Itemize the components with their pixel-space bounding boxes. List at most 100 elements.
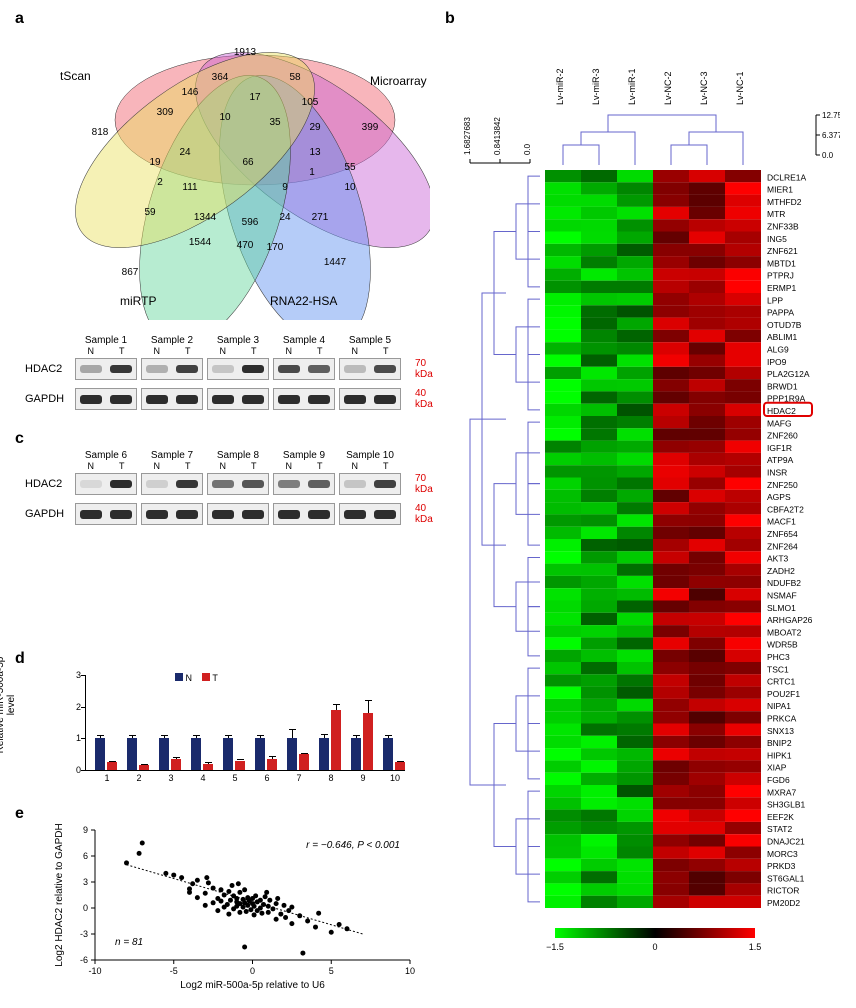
venn-svg: miRandaMicroarrayRNA22-HSAmiRTPTargetSca… — [60, 20, 430, 320]
venn-count: 146 — [182, 87, 199, 98]
sample-header: Sample 6 — [75, 450, 137, 461]
venn-count: 24 — [279, 212, 291, 223]
western-blot-set-1: Sample 1Sample 2Sample 3Sample 4Sample 5… — [25, 335, 425, 410]
panel-c-label: c — [15, 430, 24, 448]
svg-text:0: 0 — [83, 903, 88, 913]
venn-count: 10 — [219, 112, 231, 123]
heatmap-gene-label: AGPS — [767, 492, 791, 502]
blot-lane-box — [273, 473, 335, 495]
venn-count: 58 — [289, 72, 301, 83]
heatmap-gene-label: INSR — [767, 468, 787, 478]
venn-count: 19 — [149, 157, 161, 168]
bar-N — [351, 738, 361, 770]
bar-legend: N T — [175, 673, 218, 683]
heatmap-gene-label: MIER1 — [767, 185, 793, 195]
heatmap-gene-label: ALG9 — [767, 345, 789, 355]
heatmap-gene-label: ZNF250 — [767, 480, 798, 490]
venn-count: 271 — [312, 212, 329, 223]
blot-lane-box — [273, 388, 335, 410]
heatmap-gene-label: BNIP2 — [767, 738, 792, 748]
heatmap-gene-label: PRKD3 — [767, 861, 796, 871]
heatmap-gene-label: MXRA7 — [767, 787, 797, 797]
venn-count: 9 — [282, 182, 288, 193]
blot-lane-box — [75, 388, 137, 410]
venn-set-label: RNA22-HSA — [270, 294, 337, 308]
venn-count: 2 — [157, 177, 163, 188]
heatmap-gene-label: MBOAT2 — [767, 627, 802, 637]
venn-count: 867 — [122, 267, 139, 278]
blot-row-label: GAPDH — [25, 508, 75, 520]
blot-lane-box — [141, 388, 203, 410]
heatmap-gene-label: SH3GLB1 — [767, 800, 806, 810]
bar-N — [223, 738, 233, 770]
blot-lane-box — [339, 473, 401, 495]
heatmap-gene-label: HIPK1 — [767, 750, 792, 760]
heatmap-gene-label: ING5 — [767, 234, 787, 244]
heatmap-gene-label: PHC3 — [767, 652, 790, 662]
bar-T — [395, 762, 405, 770]
venn-count: 1447 — [324, 257, 347, 268]
heatmap-gene-label: ABLIM1 — [767, 332, 798, 342]
lane-label: T — [383, 461, 389, 471]
venn-set-label: TargetScan — [60, 69, 91, 83]
heatmap-gene-label: TSC1 — [767, 664, 789, 674]
sample-header: Sample 7 — [141, 450, 203, 461]
heatmap-gene-label: PM20D2 — [767, 898, 800, 908]
blot-lane-box — [339, 358, 401, 380]
heatmap-gene-label: CBFA2T2 — [767, 504, 804, 514]
svg-text:Log2 miR-500a-5p relative to U: Log2 miR-500a-5p relative to U6 — [180, 980, 325, 990]
svg-text:0.8413842: 0.8413842 — [493, 117, 502, 155]
bar-T — [331, 710, 341, 770]
bar-N — [383, 738, 393, 770]
heatmap-gene-label: PTPRJ — [767, 271, 794, 281]
venn-count: 1344 — [194, 212, 217, 223]
venn-count: 470 — [237, 240, 254, 251]
venn-count: 55 — [344, 162, 356, 173]
sample-header: Sample 5 — [339, 335, 401, 346]
bar-N — [255, 738, 265, 770]
venn-count: 309 — [157, 107, 174, 118]
heatmap-gene-label: ERMP1 — [767, 283, 797, 293]
heatmap-gene-label: MTHFD2 — [767, 197, 802, 207]
bar-T — [139, 765, 149, 770]
sample-header: Sample 8 — [207, 450, 269, 461]
sample-header: Sample 9 — [273, 450, 335, 461]
heatmap-gene-label: ATP9A — [767, 455, 794, 465]
heatmap-col-label: Lv-NC-3 — [699, 71, 709, 105]
blot-lane-box — [339, 503, 401, 525]
heatmap-gene-label: OTUD7B — [767, 320, 802, 330]
heatmap-gene-label: AKT3 — [767, 554, 789, 564]
svg-text:0.0: 0.0 — [822, 151, 834, 160]
blot-row-label: GAPDH — [25, 393, 75, 405]
sample-header: Sample 10 — [339, 450, 401, 461]
heatmap-gene-label: PRKCA — [767, 714, 797, 724]
bar-T — [299, 754, 309, 770]
lane-label: N — [154, 461, 161, 471]
heatmap-gene-label: DCLRE1A — [767, 172, 807, 182]
heatmap-gene-label: HDAC2 — [767, 406, 796, 416]
blot-lane-box — [207, 503, 269, 525]
venn-count: 364 — [212, 72, 229, 83]
heatmap-gene-label: FGD6 — [767, 775, 790, 785]
venn-count: 29 — [309, 122, 321, 133]
lane-label: T — [185, 346, 191, 356]
heatmap-gene-label: RICTOR — [767, 886, 799, 896]
blot-lane-box — [141, 473, 203, 495]
venn-count: 13 — [309, 147, 321, 158]
svg-text:3: 3 — [83, 877, 88, 887]
bar-N — [319, 738, 329, 770]
bar-T — [171, 759, 181, 770]
blot-lane-box — [273, 503, 335, 525]
heatmap-gene-label: CRTC1 — [767, 677, 795, 687]
svg-text:12.755119: 12.755119 — [822, 111, 840, 120]
kda-label: 40 kDa — [415, 503, 433, 525]
venn-count: 399 — [362, 122, 379, 133]
heatmap-gene-label: DNAJC21 — [767, 837, 805, 847]
svg-text:9: 9 — [83, 825, 88, 835]
bar-T — [235, 761, 245, 771]
lane-label: T — [119, 461, 125, 471]
scatter-plot-e: -6-30369-10-50510Log2 HDAC2 relative to … — [50, 820, 420, 990]
svg-text:Log2 HDAC2 relative to GAPDH: Log2 HDAC2 relative to GAPDH — [54, 823, 65, 966]
lane-label: N — [286, 346, 293, 356]
svg-text:5: 5 — [329, 966, 334, 976]
